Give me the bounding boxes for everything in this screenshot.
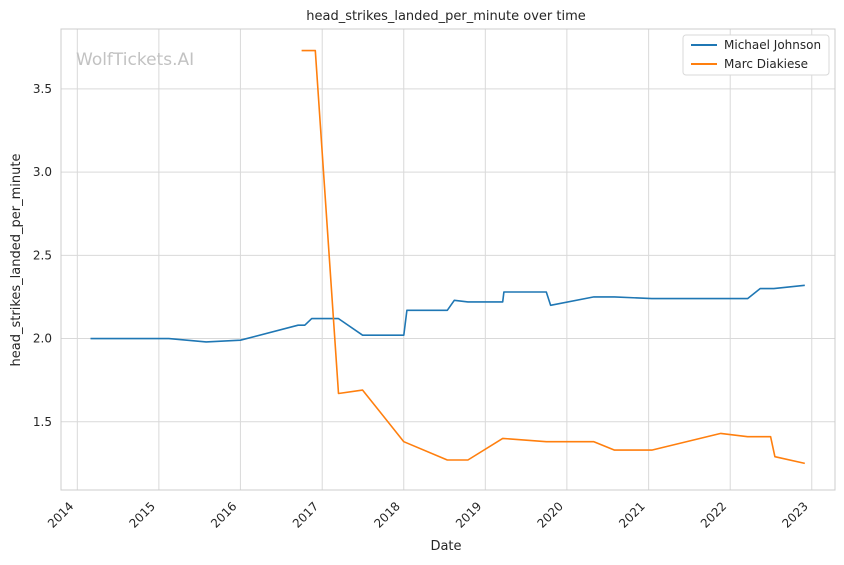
series-lines: [90, 49, 805, 465]
y-tick-label: 2.5: [33, 248, 52, 262]
y-tick-label: 2.0: [33, 332, 52, 346]
y-axis-label: head_strikes_landed_per_minute: [9, 154, 24, 367]
x-tick-label: 2018: [371, 499, 402, 530]
legend-box: [682, 34, 830, 76]
x-tick-label: 2019: [453, 499, 484, 530]
x-tick-label: 2022: [698, 499, 729, 530]
plot-area-frame: [60, 28, 836, 491]
series-line-michael-johnson: [90, 284, 805, 343]
x-axis-label: Date: [430, 539, 461, 554]
x-tick-label: 2017: [290, 499, 321, 530]
x-tick-label: 2014: [45, 499, 76, 530]
legend: Michael Johnson Marc Diakiese: [682, 34, 830, 76]
tick-labels: 2014 2015 2016 2017 2018 2019 2020 2021 2022 2023…: [33, 82, 811, 531]
x-tick-label: 2020: [534, 499, 565, 530]
watermark-text: WolfTickets.AI: [76, 50, 194, 70]
y-tick-label: 3.0: [33, 165, 52, 179]
legend-label-marc-diakiese: Marc Diakiese: [724, 57, 808, 71]
x-tick-label: 2023: [779, 499, 810, 530]
x-tick-label: 2015: [126, 499, 157, 530]
y-tick-label: 1.5: [33, 415, 52, 429]
chart-title: head_strikes_landed_per_minute over time: [306, 9, 586, 24]
x-tick-label: 2021: [616, 499, 647, 530]
y-tick-label: 3.5: [33, 82, 52, 96]
x-tick-label: 2016: [208, 499, 239, 530]
grid: [61, 29, 835, 490]
legend-label-michael-johnson: Michael Johnson: [724, 38, 821, 52]
series-line-marc-diakiese: [301, 49, 805, 465]
